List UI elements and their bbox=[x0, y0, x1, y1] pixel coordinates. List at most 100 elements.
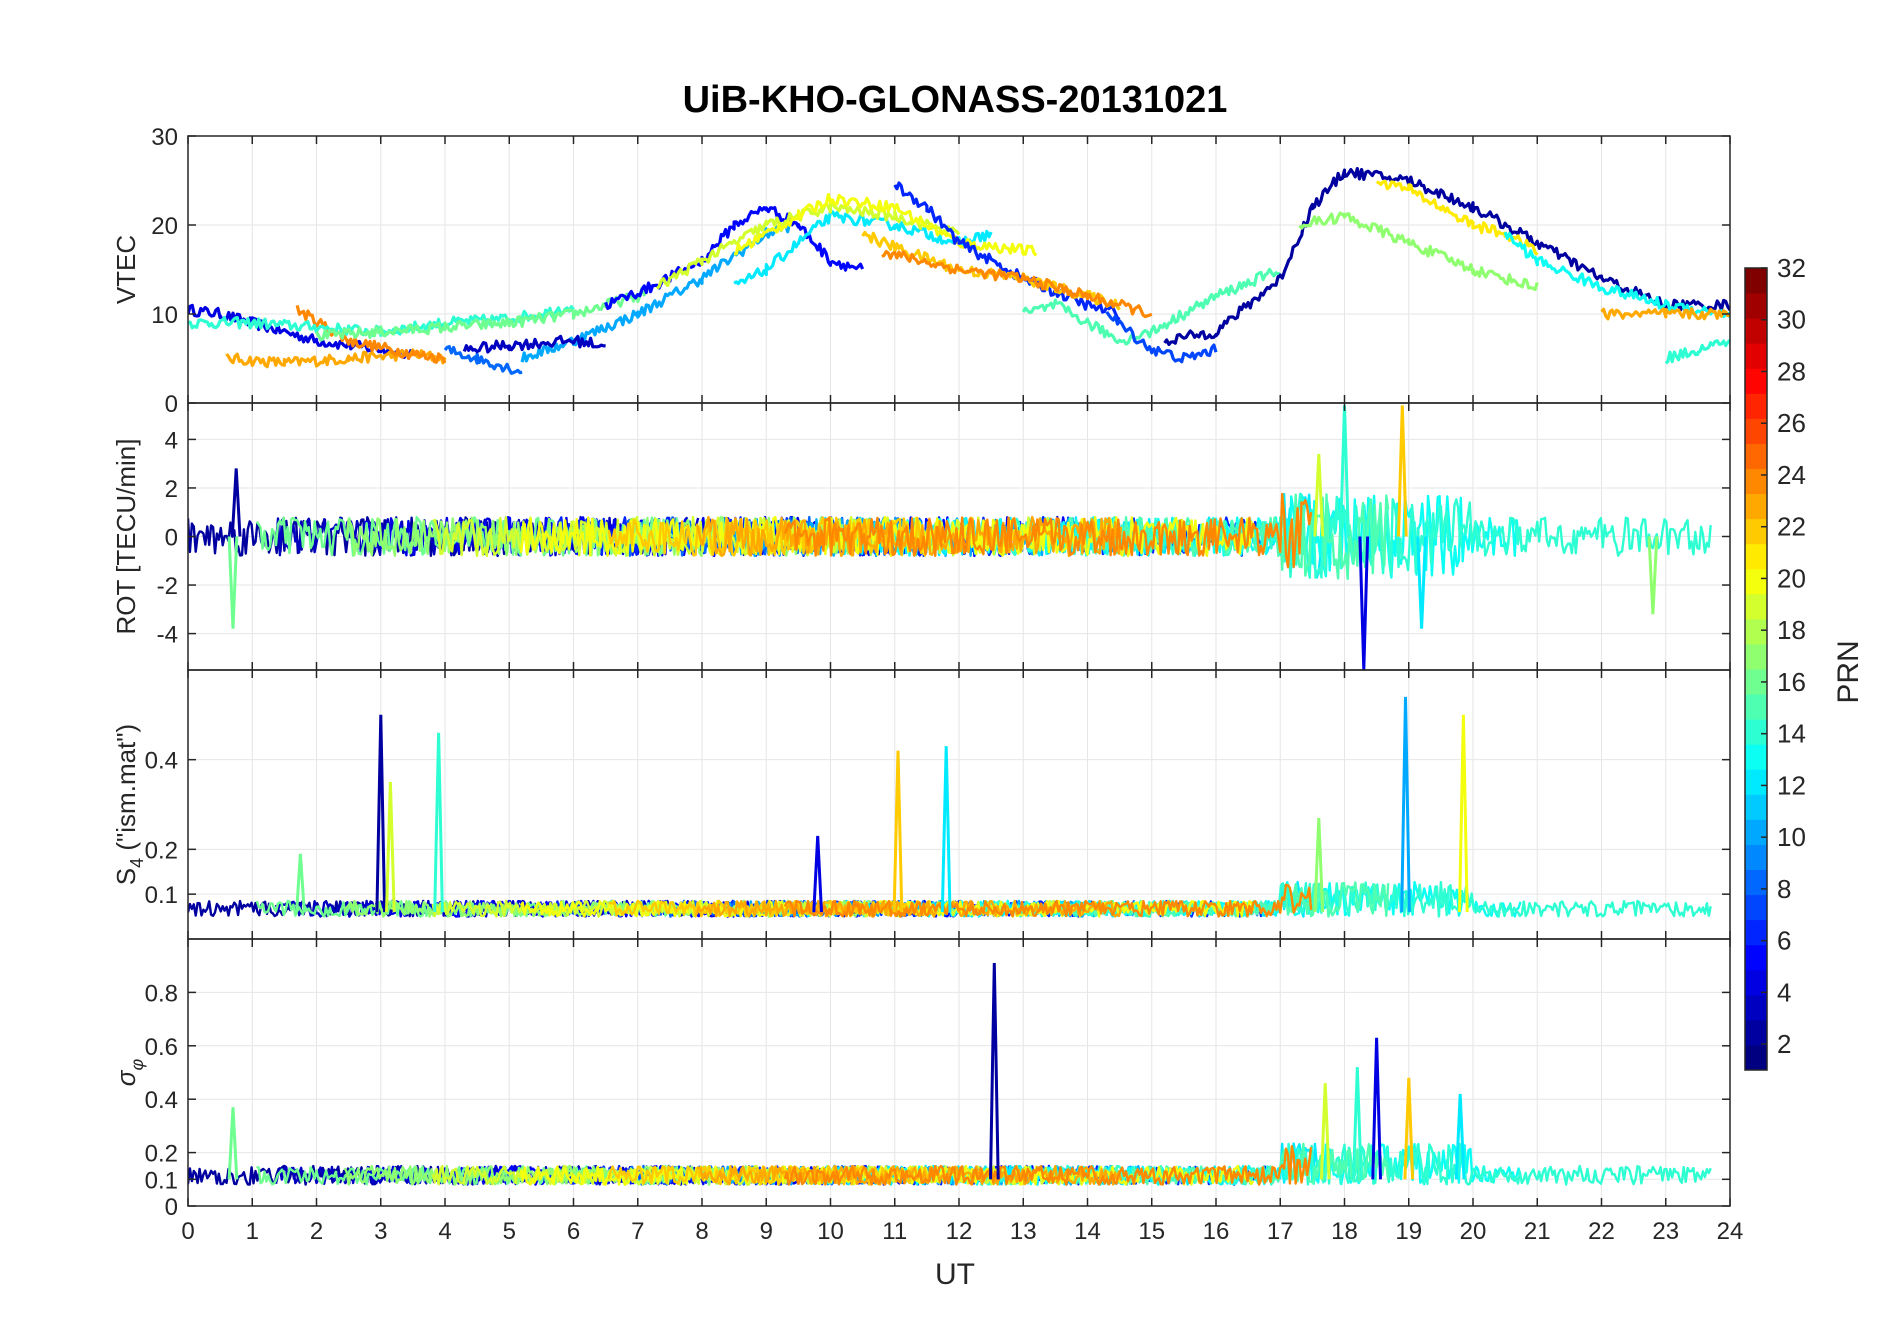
peak-mark bbox=[1458, 714, 1469, 913]
y-tick-label: 2 bbox=[165, 476, 178, 503]
peak-mark bbox=[892, 750, 904, 913]
colorbar-cell bbox=[1745, 643, 1767, 670]
colorbar-label: PRN bbox=[1832, 640, 1865, 703]
colorbar-cell bbox=[1745, 844, 1767, 870]
x-tick-label: 22 bbox=[1588, 1218, 1615, 1245]
y-tick-label: 0 bbox=[165, 1194, 178, 1221]
peak-mark bbox=[1416, 536, 1427, 629]
vtec-series-prn-6 bbox=[893, 181, 1121, 321]
vtec-series-prn-16 bbox=[315, 283, 653, 342]
colorbar-cell bbox=[1745, 794, 1767, 820]
x-tick-label: 18 bbox=[1331, 1218, 1358, 1245]
traces bbox=[188, 696, 1712, 918]
x-tick-label: 5 bbox=[503, 1218, 516, 1245]
x-tick-label: 2 bbox=[310, 1218, 323, 1245]
trace-prn-22 bbox=[607, 1165, 930, 1186]
y-tick-label: 0.2 bbox=[145, 837, 178, 864]
peak-mark bbox=[1397, 405, 1408, 537]
colorbar-cell bbox=[1745, 518, 1767, 545]
traces bbox=[188, 962, 1712, 1186]
y-tick-label: -2 bbox=[157, 573, 178, 600]
colorbar-cell bbox=[1745, 769, 1767, 795]
trace-prn-24 bbox=[783, 492, 1313, 569]
peak-mark bbox=[1313, 817, 1325, 913]
colorbar-tick-label: 10 bbox=[1777, 822, 1806, 852]
colorbar-tick-label: 26 bbox=[1777, 408, 1806, 438]
colorbar-tick-label: 20 bbox=[1777, 563, 1806, 593]
peak-mark bbox=[1358, 536, 1370, 670]
y-tick-label: 20 bbox=[151, 213, 178, 240]
x-tick-label: 9 bbox=[760, 1218, 773, 1245]
colorbar-cell bbox=[1745, 343, 1767, 369]
y-axis-label: VTEC bbox=[111, 235, 141, 304]
colorbar-cell bbox=[1745, 894, 1767, 921]
peak-mark bbox=[227, 1107, 239, 1180]
colorbar-cell bbox=[1745, 368, 1767, 394]
colorbar-tick-label: 18 bbox=[1777, 615, 1806, 645]
x-tick-label: 0 bbox=[181, 1218, 194, 1245]
panel-VTEC: 0 10 20 30 VTEC bbox=[111, 124, 1731, 418]
peak-mark bbox=[433, 732, 444, 913]
y-tick-label: 0.6 bbox=[145, 1034, 178, 1061]
peak-mark bbox=[1371, 1037, 1382, 1180]
peak-mark bbox=[1400, 696, 1411, 913]
peak-mark bbox=[295, 853, 306, 913]
y-axis-label-rest: ("ism.mat") bbox=[111, 724, 141, 858]
colorbar-cell bbox=[1745, 1019, 1767, 1046]
colorbar-tick-label: 4 bbox=[1777, 977, 1791, 1007]
colorbar-tick-label: 22 bbox=[1777, 512, 1806, 542]
peak-mark bbox=[385, 782, 396, 913]
x-tick-label: 7 bbox=[631, 1218, 644, 1245]
x-tick-label: 11 bbox=[882, 1218, 907, 1245]
y-tick-label: 0.2 bbox=[145, 1141, 178, 1168]
trace-prn-22 bbox=[607, 516, 930, 557]
colorbar-cell bbox=[1745, 618, 1767, 645]
x-tick-label: 14 bbox=[1074, 1218, 1101, 1245]
vtec-series-prn-15 bbox=[1021, 267, 1281, 346]
x-tick-label: 15 bbox=[1138, 1218, 1165, 1245]
y-tick-label: 0.8 bbox=[145, 980, 178, 1007]
peak-mark bbox=[230, 468, 242, 537]
vtec-series-prn-20 bbox=[733, 193, 1038, 257]
x-tick-label: 1 bbox=[246, 1218, 259, 1245]
colorbar-cell bbox=[1745, 443, 1767, 469]
x-tick-label: 6 bbox=[567, 1218, 580, 1245]
vtec-series-prn-7 bbox=[1105, 311, 1218, 364]
colorbar-cell bbox=[1745, 493, 1767, 520]
y-axis-label: ROT [TECU/min] bbox=[111, 439, 141, 635]
x-tick-label: 20 bbox=[1460, 1218, 1487, 1245]
colorbar-cell bbox=[1745, 669, 1767, 695]
vtec-series-prn-24 bbox=[295, 305, 447, 364]
colorbar-cell bbox=[1745, 393, 1767, 419]
y-tick-label: 10 bbox=[151, 302, 178, 329]
trace-prn-24 bbox=[783, 1145, 1313, 1186]
peak-mark bbox=[227, 536, 239, 629]
peak-mark bbox=[1319, 1083, 1331, 1180]
y-tick-label: 0.1 bbox=[145, 1167, 178, 1194]
colorbar-tick-label: 8 bbox=[1777, 874, 1791, 904]
colorbar-tick-label: 24 bbox=[1777, 460, 1806, 490]
vtec-series-prn-24 bbox=[881, 249, 1153, 319]
trace-prn-16 bbox=[255, 899, 680, 918]
colorbar-cell bbox=[1745, 593, 1767, 620]
y-tick-label: 0 bbox=[165, 525, 178, 552]
vtec-series-prn-8 bbox=[443, 345, 523, 375]
colorbar-tick-label: 2 bbox=[1777, 1029, 1791, 1059]
colorbar-cell bbox=[1745, 869, 1767, 896]
colorbar-cell bbox=[1745, 694, 1767, 720]
colorbar-cell bbox=[1745, 468, 1767, 495]
peak-mark bbox=[940, 746, 952, 913]
x-axis-label: UT bbox=[935, 1258, 975, 1291]
x-tick-label: 19 bbox=[1395, 1218, 1422, 1245]
colorbar-cell bbox=[1745, 994, 1767, 1021]
x-tick-label: 12 bbox=[946, 1218, 973, 1245]
colorbar-cell bbox=[1745, 944, 1767, 971]
x-tick-label: 3 bbox=[374, 1218, 387, 1245]
trace-prn-24 bbox=[783, 883, 1313, 918]
peak-mark bbox=[375, 714, 387, 913]
peak-mark bbox=[989, 962, 1000, 1180]
x-tick-label: 16 bbox=[1203, 1218, 1230, 1245]
